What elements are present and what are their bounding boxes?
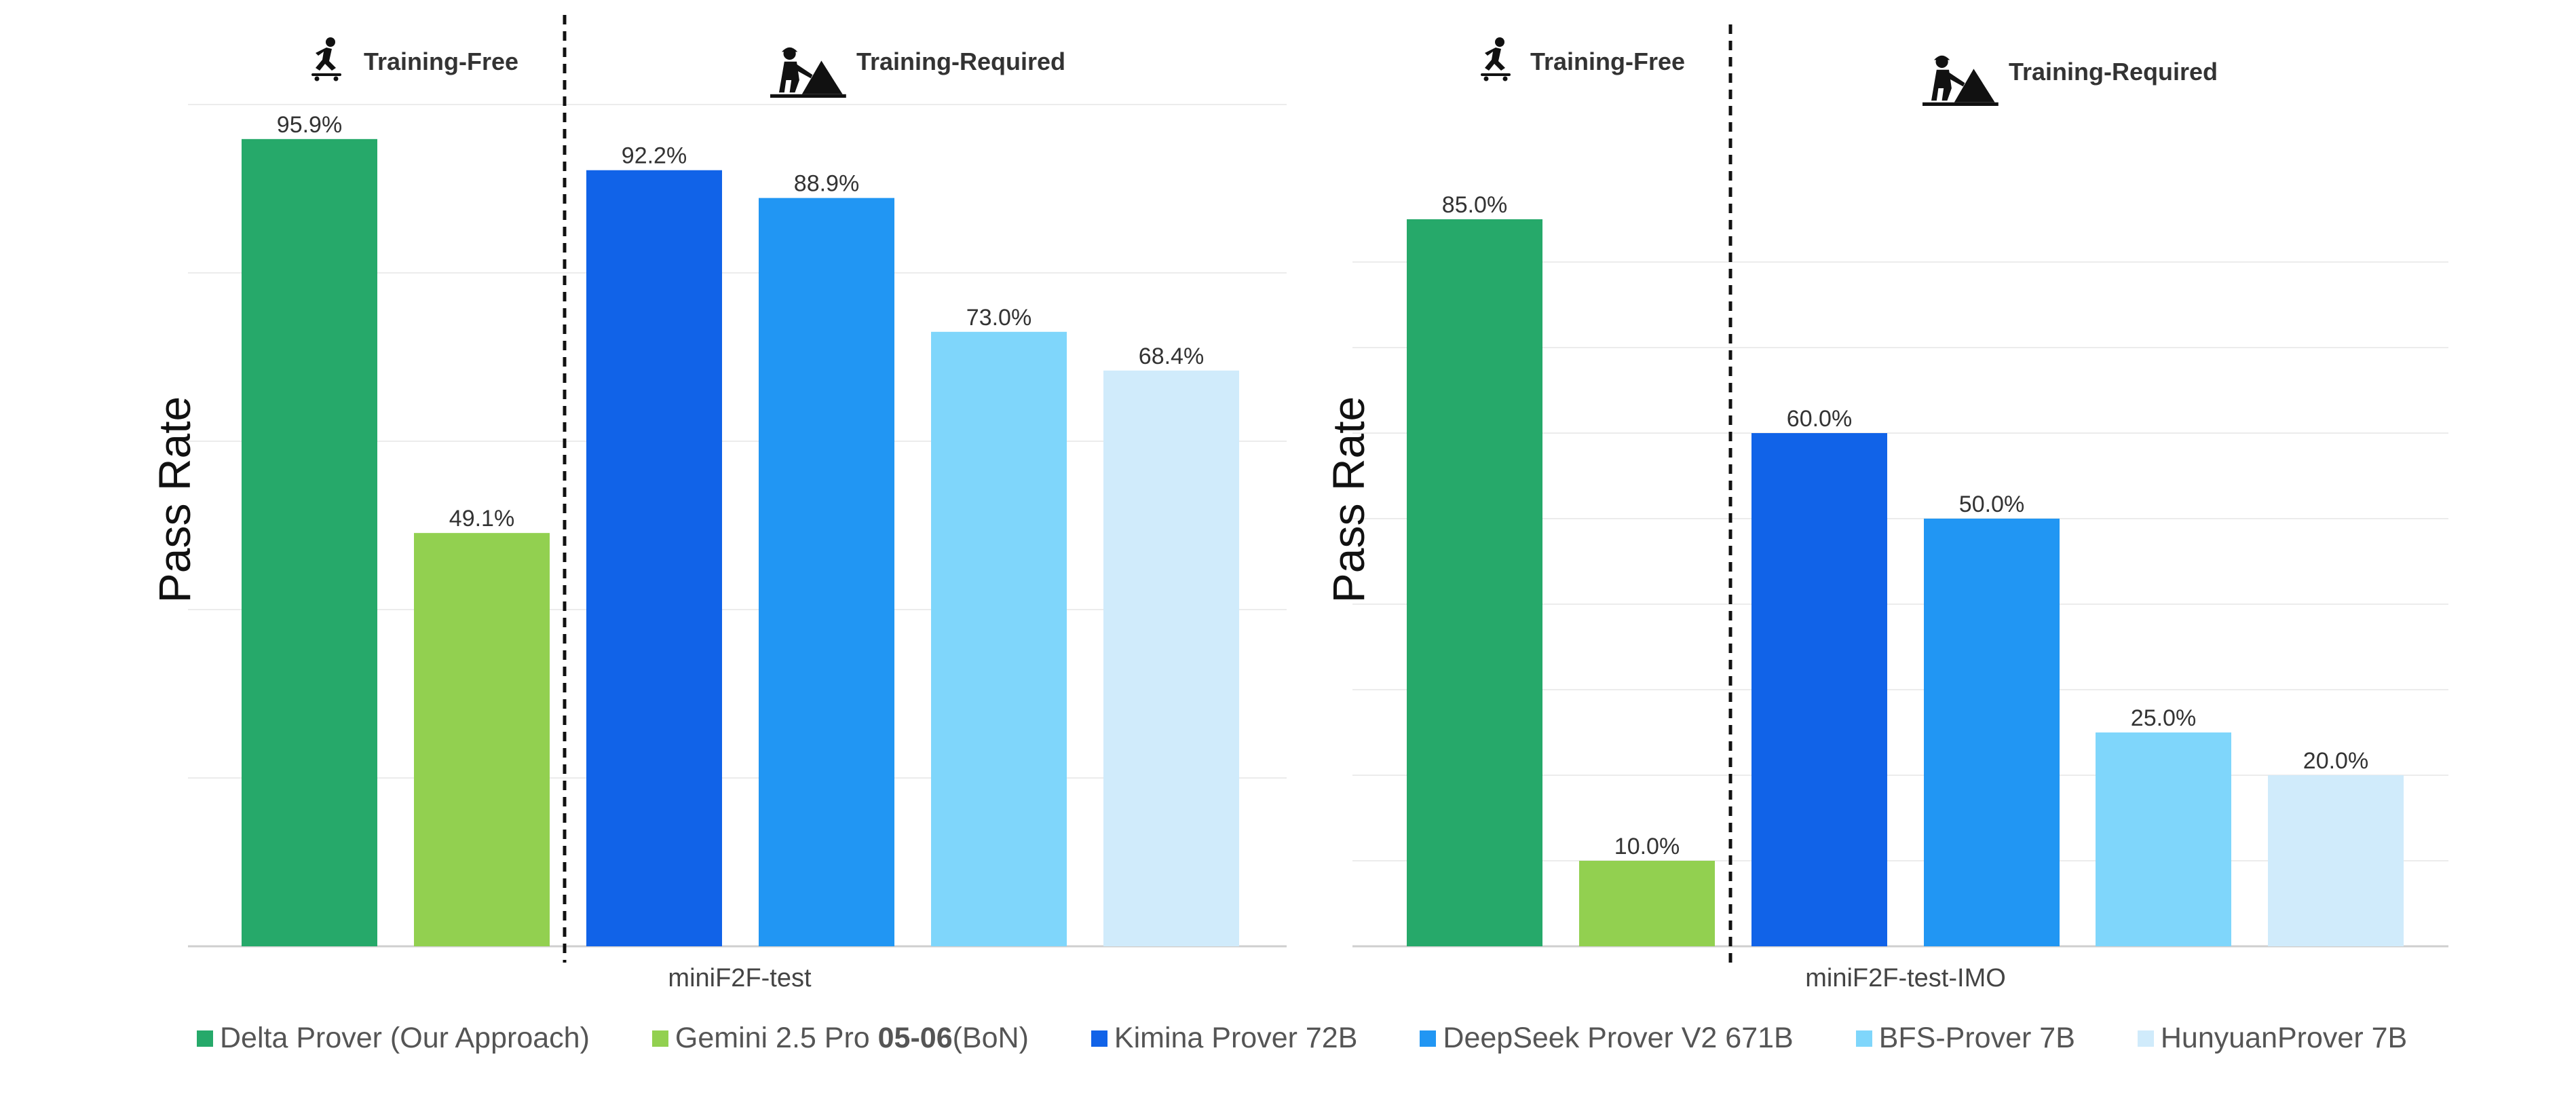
group-header-training-required: Training-Required bbox=[1922, 55, 2218, 106]
legend-swatch bbox=[1855, 1030, 1872, 1047]
data-label: 92.2% bbox=[622, 143, 687, 169]
legend-swatch bbox=[1091, 1030, 1107, 1047]
data-label: 60.0% bbox=[1787, 406, 1852, 432]
data-label: 68.4% bbox=[1139, 343, 1204, 369]
group-label: Training-Free bbox=[364, 48, 518, 75]
data-label: 50.0% bbox=[1959, 491, 2024, 517]
bar-bfs-prover bbox=[931, 331, 1067, 946]
group-header-training-required: Training-Required bbox=[770, 47, 1065, 98]
y-axis-label: Pass Rate bbox=[149, 396, 200, 603]
skateboarder-icon bbox=[311, 37, 341, 81]
bar-kimina bbox=[586, 170, 722, 947]
legend-label: BFS-Prover 7B bbox=[1878, 1022, 2075, 1054]
legend-swatch bbox=[197, 1030, 213, 1047]
data-label: 88.9% bbox=[794, 171, 859, 197]
legend-label-suffix: (BoN) bbox=[952, 1022, 1029, 1054]
bar-deepseek bbox=[759, 198, 894, 946]
group-label: Training-Required bbox=[2009, 58, 2218, 86]
bar-gemini bbox=[1579, 861, 1715, 946]
legend-label-bold: 05-06 bbox=[877, 1022, 953, 1054]
legend-swatch bbox=[1420, 1030, 1437, 1047]
data-label: 10.0% bbox=[1614, 834, 1680, 859]
legend-label: Gemini 2.5 Pro 05-06(BoN) bbox=[675, 1022, 1029, 1055]
bars bbox=[1407, 219, 2404, 946]
legend: Delta Prover (Our Approach) Gemini 2.5 P… bbox=[197, 1022, 2407, 1055]
construction-worker-icon bbox=[1922, 55, 1999, 106]
group-header-training-free: Training-Free bbox=[1481, 37, 1685, 81]
x-axis-label: miniF2F-test bbox=[668, 964, 812, 992]
legend-label: HunyuanProver 7B bbox=[2160, 1022, 2408, 1054]
bar-bfs-prover bbox=[2096, 732, 2231, 946]
x-axis-label: miniF2F-test-IMO bbox=[1805, 964, 2006, 992]
data-label: 25.0% bbox=[2131, 705, 2196, 731]
chart-panel-minif2f-test: 95.9% 49.1% 92.2% 88.9% 73.0% 68.4% Pass Rate… bbox=[149, 15, 1287, 992]
data-label: 49.1% bbox=[449, 506, 514, 532]
bars bbox=[242, 138, 1239, 947]
legend-swatch bbox=[2137, 1030, 2154, 1047]
legend-item-bfs-prover: BFS-Prover 7B bbox=[1855, 1022, 2075, 1055]
legend-item-deepseek: DeepSeek Prover V2 671B bbox=[1420, 1022, 1794, 1055]
group-header-training-free: Training-Free bbox=[311, 37, 518, 81]
bar-deepseek bbox=[1924, 519, 2060, 946]
bar-hunyuan bbox=[2268, 775, 2404, 946]
legend-item-kimina: Kimina Prover 72B bbox=[1091, 1022, 1358, 1055]
data-label: 20.0% bbox=[2303, 748, 2368, 774]
skateboarder-icon bbox=[1481, 37, 1511, 81]
bar-delta-prover bbox=[1407, 219, 1542, 946]
legend-label: DeepSeek Prover V2 671B bbox=[1443, 1022, 1794, 1054]
legend-label: Kimina Prover 72B bbox=[1114, 1022, 1358, 1054]
group-label: Training-Free bbox=[1530, 48, 1685, 75]
chart-panel-minif2f-test-imo: 85.0% 10.0% 60.0% 50.0% 25.0% 20.0% Pass Rate… bbox=[1323, 24, 2448, 992]
legend-label: Delta Prover (Our Approach) bbox=[220, 1022, 590, 1054]
y-axis-label: Pass Rate bbox=[1323, 396, 1374, 603]
bar-kimina bbox=[1751, 433, 1887, 946]
data-labels: 95.9% 49.1% 92.2% 88.9% 73.0% 68.4% bbox=[277, 112, 1204, 532]
legend-item-hunyuan: HunyuanProver 7B bbox=[2137, 1022, 2408, 1055]
legend-label-prefix: Gemini 2.5 Pro bbox=[675, 1022, 878, 1054]
data-label: 73.0% bbox=[966, 305, 1031, 331]
bar-hunyuan bbox=[1103, 370, 1239, 946]
bar-gemini bbox=[414, 533, 550, 946]
legend-item-gemini: Gemini 2.5 Pro 05-06(BoN) bbox=[651, 1022, 1029, 1055]
legend-swatch bbox=[651, 1030, 668, 1047]
data-label: 85.0% bbox=[1442, 192, 1507, 218]
bar-delta-prover bbox=[242, 138, 377, 947]
group-label: Training-Required bbox=[856, 48, 1065, 75]
data-label: 95.9% bbox=[277, 112, 342, 138]
legend-item-delta-prover: Delta Prover (Our Approach) bbox=[197, 1022, 590, 1055]
construction-worker-icon bbox=[770, 47, 846, 98]
data-labels: 85.0% 10.0% 60.0% 50.0% 25.0% 20.0% bbox=[1442, 192, 2368, 859]
